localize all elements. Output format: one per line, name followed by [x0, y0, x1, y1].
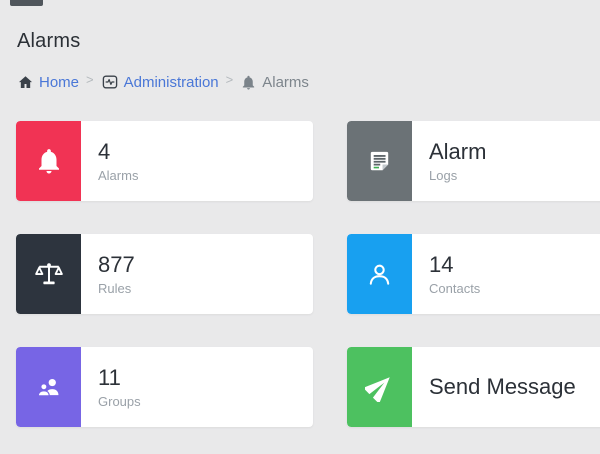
card-value: Alarm: [429, 139, 487, 165]
breadcrumb-alarms-label: Alarms: [262, 73, 309, 91]
breadcrumb-home-link[interactable]: Home: [17, 74, 79, 91]
card-text: Send Message: [412, 347, 576, 427]
dashboard-cards: 4 Alarms Alarm: [16, 121, 600, 427]
group-icon: [16, 347, 81, 427]
card-label: Logs: [429, 167, 458, 183]
card-value: 11: [98, 365, 121, 391]
document-icon: [347, 121, 412, 201]
card-alarms[interactable]: 4 Alarms: [16, 121, 313, 201]
scales-icon: [16, 234, 81, 314]
card-value: 14: [429, 252, 454, 278]
breadcrumb-home-label: Home: [39, 73, 80, 91]
card-label: Contacts: [429, 280, 481, 296]
breadcrumb-administration-label: Administration: [123, 73, 219, 91]
window-tab-remnant: [10, 0, 43, 6]
send-icon: [347, 347, 412, 427]
card-text: 877 Rules: [81, 234, 135, 314]
breadcrumb-separator: >: [225, 71, 234, 87]
card-groups[interactable]: 11 Groups: [16, 347, 313, 427]
card-alarm-logs[interactable]: Alarm Logs: [347, 121, 600, 201]
card-send-message[interactable]: Send Message: [347, 347, 600, 427]
breadcrumb-separator: >: [86, 71, 94, 87]
card-contacts[interactable]: 14 Contacts: [347, 234, 600, 314]
card-text: 11 Groups: [81, 347, 141, 427]
home-icon: [17, 74, 34, 91]
card-label: Groups: [98, 393, 141, 409]
card-text: 4 Alarms: [81, 121, 138, 201]
pulse-icon: [101, 73, 119, 91]
card-value: 4: [98, 139, 111, 165]
card-value: Send Message: [429, 374, 576, 400]
page-title: Alarms: [17, 30, 81, 52]
bell-icon: [240, 74, 257, 91]
card-label: Rules: [98, 280, 132, 296]
card-label: Alarms: [98, 167, 139, 183]
bell-icon: [16, 121, 81, 201]
breadcrumb-administration-link[interactable]: Administration: [101, 73, 219, 91]
person-icon: [347, 234, 412, 314]
card-rules[interactable]: 877 Rules: [16, 234, 313, 314]
card-text: Alarm Logs: [412, 121, 486, 201]
breadcrumb: Home > Administration > Alarms: [17, 71, 309, 93]
breadcrumb-current-alarms: Alarms: [240, 74, 309, 91]
card-value: 877: [98, 252, 135, 278]
card-text: 14 Contacts: [412, 234, 480, 314]
